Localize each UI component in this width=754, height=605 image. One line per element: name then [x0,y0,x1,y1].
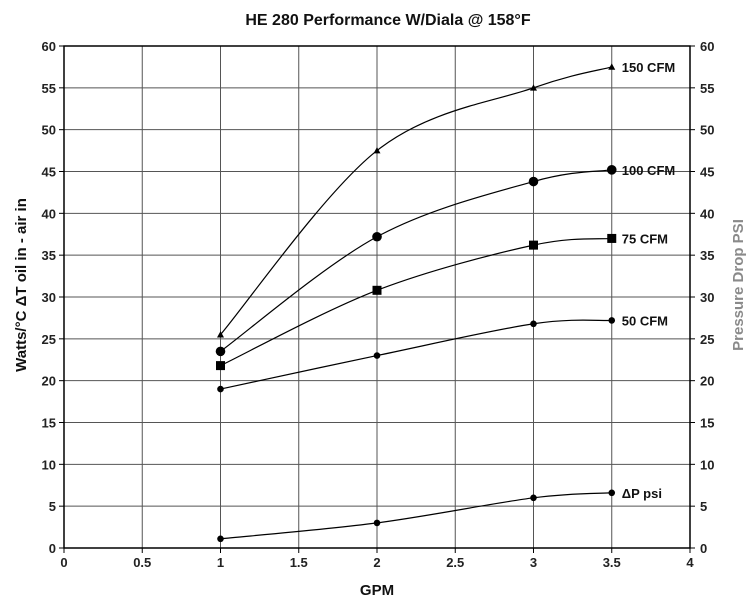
data-point-50-cfm [608,317,616,324]
y2-tick-label: 25 [700,332,714,347]
series-label-150-cfm: 150 CFM [622,60,675,75]
y2-tick-label: 10 [700,457,714,472]
data-point-100-cfm [528,176,539,187]
x-tick-label: 3 [530,555,537,570]
y-tick-label: 0 [49,541,56,556]
series-line-150-cfm [220,66,612,336]
data-point-150-cfm [530,84,537,91]
series-label-p-psi: ΔP psi [622,486,662,501]
series-label-50-cfm: 50 CFM [622,313,668,328]
y-tick-label: 5 [49,499,56,514]
y2-tick-label: 35 [700,248,714,263]
y2-tick-label: 30 [700,290,714,305]
y-tick-label: 25 [42,332,56,347]
y-tick-label: 45 [42,165,56,180]
y2-tick-label: 45 [700,165,714,180]
data-point-p-psi [608,489,616,497]
x-tick-label: 3.5 [603,555,621,570]
data-point-p-psi [373,519,381,527]
data-point-50-cfm [373,352,381,359]
y2-tick-label: 55 [700,81,714,96]
data-point-150-cfm [373,147,381,154]
data-point-75-cfm [372,285,382,295]
series-line-p-psi [220,492,612,540]
data-point-150-cfm [217,331,224,338]
y2-tick-label: 20 [700,374,714,389]
data-point-75-cfm [607,233,617,243]
x-tick-label: 1 [217,555,224,570]
axes: 0 0.5 1 1.5 2 2.5 3 3.5 405101520253035404550556… [42,39,715,570]
series-line-50-cfm [220,319,612,390]
y2-axis-label: Pressure Drop PSI [730,219,747,351]
y-tick-label: 40 [42,206,56,221]
data-point-75-cfm [216,361,225,371]
y-tick-label: 20 [42,374,56,389]
y2-tick-label: 40 [700,206,714,221]
series-label-100-cfm: 100 CFM [622,163,675,178]
x-tick-label: 0.5 [133,555,151,570]
data-point-100-cfm [372,231,382,242]
grid [63,45,691,549]
series-line-75-cfm [220,237,612,367]
y2-tick-label: 60 [700,39,714,54]
y-tick-label: 60 [42,39,56,54]
y-tick-label: 35 [42,248,56,263]
y-tick-label: 15 [42,416,56,431]
data-point-50-cfm [530,320,537,328]
data-point-p-psi [217,535,224,543]
y2-tick-label: 0 [700,541,707,556]
y-tick-label: 50 [42,123,56,138]
x-tick-label: 4 [686,555,694,570]
series-labels: 150 CFM 100 CFM 75 CFM 50 CFM ΔP psi [622,60,675,501]
x-tick-label: 0 [60,555,67,570]
data-point-75-cfm [529,240,538,250]
x-tick-label: 1.5 [290,555,308,570]
data-point-100-cfm [606,165,617,175]
x-axis-label: GPM [360,582,394,599]
data-point-50-cfm [217,385,224,393]
y-tick-label: 10 [42,457,56,472]
series-label-75-cfm: 75 CFM [622,231,668,246]
x-tick-label: 2 [373,555,380,570]
y2-tick-label: 50 [700,123,714,138]
chart-title: HE 280 Performance W/Diala @ 158°F [245,12,530,29]
series-line-100-cfm [220,169,612,352]
y-tick-label: 55 [42,81,56,96]
y-tick-label: 30 [42,290,56,305]
y2-tick-label: 5 [700,499,707,514]
y-axis-label: Watts/°C ΔT oil in - air in [13,198,30,372]
data-point-100-cfm [215,346,226,357]
series-lines [215,63,617,543]
data-point-150-cfm [608,63,616,70]
x-tick-label: 2.5 [446,555,464,570]
y2-tick-label: 15 [700,416,714,431]
data-point-p-psi [530,494,537,502]
